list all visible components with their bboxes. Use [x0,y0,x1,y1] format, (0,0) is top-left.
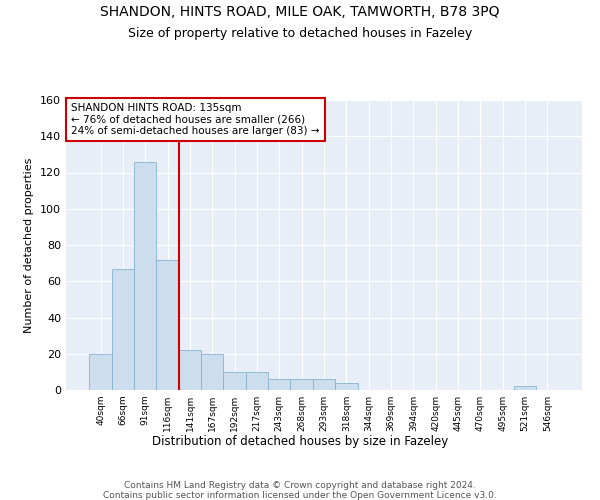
Y-axis label: Number of detached properties: Number of detached properties [25,158,34,332]
Text: Contains HM Land Registry data © Crown copyright and database right 2024.
Contai: Contains HM Land Registry data © Crown c… [103,480,497,500]
Bar [335,383,358,390]
Bar [313,379,335,390]
Bar [179,350,201,390]
Bar [268,379,290,390]
Text: SHANDON, HINTS ROAD, MILE OAK, TAMWORTH, B78 3PQ: SHANDON, HINTS ROAD, MILE OAK, TAMWORTH,… [100,5,500,19]
Bar [290,379,313,390]
Text: Size of property relative to detached houses in Fazeley: Size of property relative to detached ho… [128,28,472,40]
Bar [112,268,134,390]
Bar [201,354,223,390]
Bar [134,162,157,390]
Bar [223,372,246,390]
Text: SHANDON HINTS ROAD: 135sqm
← 76% of detached houses are smaller (266)
24% of sem: SHANDON HINTS ROAD: 135sqm ← 76% of deta… [71,103,320,136]
Bar [246,372,268,390]
Bar [89,354,112,390]
Bar [514,386,536,390]
Bar [157,260,179,390]
Text: Distribution of detached houses by size in Fazeley: Distribution of detached houses by size … [152,435,448,448]
